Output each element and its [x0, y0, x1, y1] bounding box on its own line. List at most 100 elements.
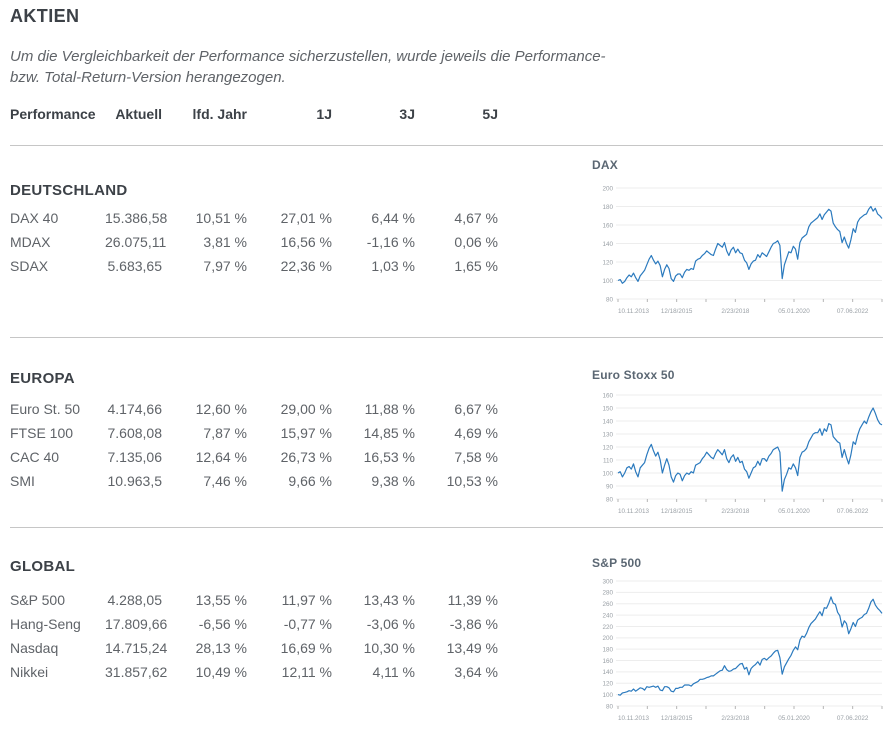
column-header-performance: Performance [10, 106, 96, 122]
x-axis-tick-label: 05.01.2020 [778, 715, 810, 722]
section-heading: DEUTSCHLAND [10, 182, 128, 199]
x-axis-tick-label: 2/23/2018 [721, 508, 750, 515]
y-axis-tick-label: 90 [606, 483, 614, 490]
y-axis-tick-label: 140 [602, 241, 613, 248]
chart-title: DAX [592, 158, 618, 172]
row-value: 26.075,11 [105, 234, 167, 250]
row-value: 16,56 % [280, 234, 332, 250]
row-label: S&P 500 [10, 592, 66, 608]
row-value: 31.857,62 [105, 664, 168, 680]
x-axis-tick-label: 12/18/2015 [661, 308, 693, 315]
row-value: 13,49 % [446, 640, 498, 656]
euro-stoxx-50-line-chart: 160 150 140 130 120 110 100 90 80 10.11.2013 12/18… [602, 392, 883, 515]
row-value: 1,03 % [371, 258, 415, 274]
row-value: 7.608,08 [107, 425, 163, 441]
row-value: 15,97 % [280, 425, 332, 441]
x-axis-tick-label: 2/23/2018 [721, 715, 750, 722]
y-axis-tick-label: 140 [602, 418, 613, 425]
s-p-500-line-chart: 300 280 260 240 220 200 180 160 140 120 100 80 10.11… [602, 578, 883, 722]
chart-title: S&P 500 [592, 556, 642, 570]
row-value: 7,97 % [203, 258, 247, 274]
x-axis-tick-label: 07.06.2022 [837, 715, 869, 722]
row-value: 7,87 % [203, 425, 247, 441]
y-axis-tick-label: 80 [606, 496, 614, 503]
y-axis-tick-label: 140 [602, 669, 613, 676]
row-label: SMI [10, 473, 35, 489]
page-title: AKTIEN [10, 6, 80, 26]
row-value: 12,60 % [195, 401, 247, 417]
row-value: 12,64 % [195, 449, 247, 465]
row-value: 22,36 % [280, 258, 332, 274]
row-value: 10,49 % [195, 664, 247, 680]
row-label: Hang-Seng [10, 616, 81, 632]
row-label: Nikkei [10, 664, 49, 680]
row-value: 6,44 % [371, 210, 415, 226]
row-value: -3,86 % [449, 616, 498, 632]
row-value: -1,16 % [366, 234, 415, 250]
row-value: 4,69 % [454, 425, 498, 441]
row-label: FTSE 100 [10, 425, 74, 441]
y-axis-tick-label: 100 [602, 692, 613, 699]
section-heading: EUROPA [10, 370, 75, 387]
row-value: 29,00 % [280, 401, 332, 417]
y-axis-tick-label: 80 [606, 703, 614, 710]
row-value: 6,67 % [454, 401, 498, 417]
s-p-500-chart: S&P 500 300 280 260 240 220 200 180 160 140 120 100… [592, 556, 888, 728]
y-axis-tick-label: 300 [602, 578, 613, 585]
section-rows: DAX 40 15.386,58 10,51 % 27,01 % 6,44 % 4,67 … [10, 206, 498, 278]
y-axis-tick-label: 280 [602, 590, 613, 597]
y-axis-tick-label: 130 [602, 431, 613, 438]
row-value: 27,01 % [280, 210, 332, 226]
y-axis-tick-label: 200 [602, 635, 613, 642]
row-value: 4.288,05 [107, 592, 163, 608]
column-header-1j: 1J [316, 106, 332, 122]
row-value: 1,65 % [454, 258, 498, 274]
row-value: 3,81 % [203, 234, 247, 250]
row-label: CAC 40 [10, 449, 60, 465]
row-value: 16,69 % [280, 640, 332, 656]
x-axis-tick-label: 12/18/2015 [661, 508, 693, 515]
y-axis-tick-label: 180 [602, 646, 613, 653]
row-value: 14,85 % [363, 425, 415, 441]
y-axis-tick-label: 120 [602, 259, 613, 266]
x-axis-tick-label: 05.01.2020 [778, 508, 810, 515]
dax-chart: DAX 200 180 160 140 120 100 80 10.11.2013 12/18/2… [592, 158, 888, 321]
x-axis-tick-label: 2/23/2018 [721, 308, 750, 315]
x-axis-tick-label: 05.01.2020 [778, 308, 810, 315]
row-value: 7.135,06 [107, 449, 163, 465]
y-axis-tick-label: 160 [602, 658, 613, 665]
section-divider [10, 145, 883, 146]
x-axis-tick-label: 12/18/2015 [661, 715, 693, 722]
y-axis-tick-label: 240 [602, 612, 613, 619]
row-value: 3,64 % [454, 664, 498, 680]
section-rows: Euro St. 50 4.174,66 12,60 % 29,00 % 11,88 %… [10, 397, 498, 493]
y-axis-tick-label: 100 [602, 278, 613, 285]
row-value: 7,46 % [203, 473, 247, 489]
y-axis-tick-label: 220 [602, 624, 613, 631]
row-label: Euro St. 50 [10, 401, 81, 417]
chart-title: Euro Stoxx 50 [592, 368, 675, 382]
row-value: 4,67 % [454, 210, 498, 226]
x-axis-tick-label: 10.11.2013 [618, 308, 650, 315]
row-value: 5.683,65 [107, 258, 163, 274]
y-axis-tick-label: 80 [606, 296, 614, 303]
row-value: 28,13 % [195, 640, 247, 656]
row-label: MDAX [10, 234, 51, 250]
y-axis-tick-label: 120 [602, 444, 613, 451]
y-axis-tick-label: 200 [602, 185, 613, 192]
row-value: 7,58 % [454, 449, 498, 465]
row-label: Nasdaq [10, 640, 59, 656]
x-axis-tick-label: 10.11.2013 [618, 508, 650, 515]
row-value: 15.386,58 [105, 210, 168, 226]
row-value: 10.963,5 [107, 473, 163, 489]
description-line-1: Um die Vergleichbarkeit der Performance … [10, 48, 606, 65]
y-axis-tick-label: 120 [602, 681, 613, 688]
row-value: -6,56 % [198, 616, 247, 632]
column-header-aktuell: Aktuell [115, 106, 162, 122]
row-label: DAX 40 [10, 210, 59, 226]
y-axis-tick-label: 260 [602, 601, 613, 608]
x-axis-tick-label: 07.06.2022 [837, 308, 869, 315]
description-line-2: bzw. Total-Return-Version herangezogen. [10, 69, 286, 86]
section-divider [10, 527, 883, 528]
